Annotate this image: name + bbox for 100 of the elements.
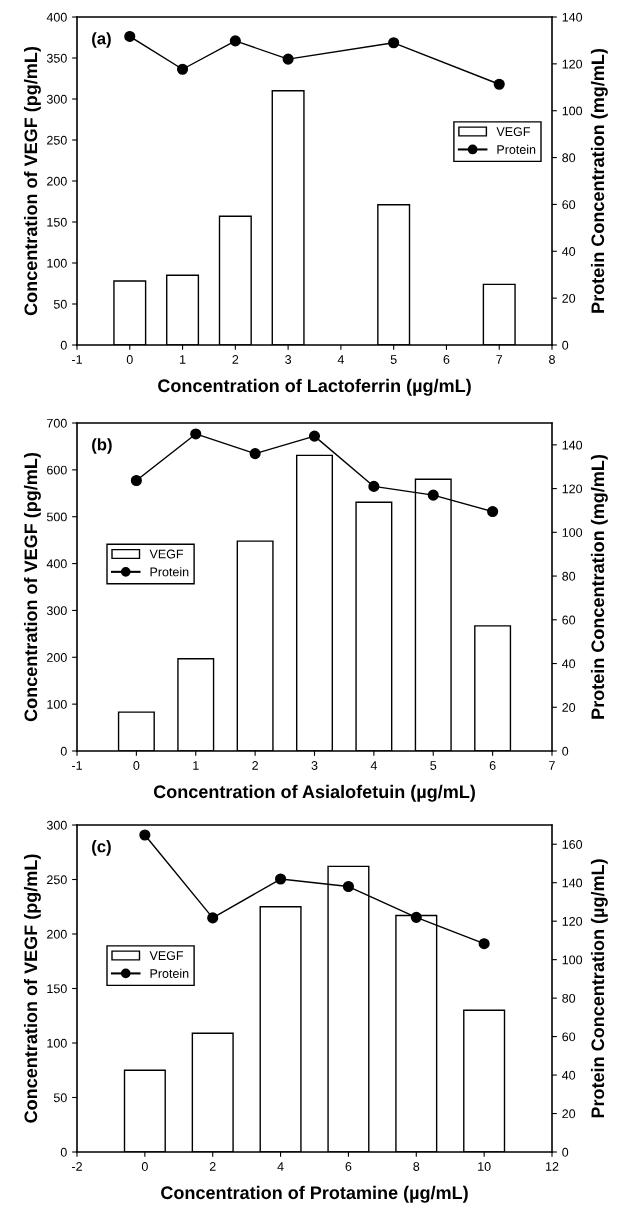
point [130, 474, 142, 487]
y2-tick-label: 160 [562, 840, 583, 849]
point [427, 489, 439, 501]
point [487, 506, 499, 518]
x-axis-title: Concentration of Asialofetuin (µg/mL) [153, 784, 475, 802]
y2-tick-label: 140 [562, 440, 583, 450]
y2-tick-label: 140 [562, 12, 583, 22]
y2-tick-label: 40 [562, 1070, 576, 1080]
y-tick-label: 0 [60, 746, 67, 756]
x-tick-label: 4 [337, 355, 344, 364]
x-tick-label: 4 [277, 1162, 284, 1171]
y-tick-label: 400 [46, 12, 67, 22]
y-tick-label: 200 [47, 929, 67, 939]
y-tick-label: 200 [47, 176, 67, 186]
y-tick-label: 400 [46, 559, 67, 569]
point [493, 78, 505, 90]
y-tick-label: 600 [47, 465, 67, 475]
y2-axis-title: Protein Concentration (mg/mL) [590, 454, 608, 719]
y-tick-label: 100 [47, 1038, 67, 1048]
y-tick-label: 700 [47, 418, 67, 428]
y-tick-label: 250 [47, 135, 67, 145]
y2-tick-label: 60 [562, 615, 576, 625]
y-tick-label: 150 [47, 984, 67, 994]
y2-tick-label: 0 [562, 1147, 569, 1157]
x-tick-label: 6 [489, 761, 496, 770]
annotation: (c) [92, 840, 111, 856]
y-tick-label: 50 [53, 1093, 67, 1103]
y-tick-label: 500 [46, 512, 67, 522]
point [207, 912, 219, 924]
point [478, 938, 490, 950]
x-tick-label: 3 [311, 761, 318, 770]
y2-tick-label: 120 [562, 916, 583, 926]
x-tick-label: 4 [370, 761, 377, 770]
y-tick-label: 200 [47, 653, 67, 662]
y-tick-label: 0 [60, 340, 67, 350]
y-axis-title: Concentration of VEGF (pg/mL) [23, 452, 41, 722]
x-tick-label: 2 [232, 355, 239, 364]
y-tick-label: 300 [46, 820, 67, 830]
y2-tick-label: 140 [562, 878, 583, 888]
legend-label: VEGF [496, 127, 530, 137]
x-tick-label: 3 [285, 355, 292, 364]
y2-tick-label: 80 [562, 153, 576, 163]
point [275, 873, 287, 885]
point [410, 911, 422, 923]
y2-tick-label: 80 [562, 993, 576, 1003]
y2-tick-label: 120 [562, 59, 583, 69]
point [368, 480, 380, 492]
y2-tick-label: 60 [562, 1032, 576, 1042]
point [388, 37, 400, 49]
x-tick-label: -1 [72, 761, 82, 770]
x-tick-label: 1 [180, 355, 186, 364]
y2-tick-label: 0 [562, 340, 569, 350]
y2-tick-label: 20 [562, 293, 576, 303]
x-tick-label: 8 [549, 355, 555, 364]
y-tick-label: 50 [53, 299, 67, 309]
legend-label: VEGF [149, 549, 184, 559]
point [124, 30, 136, 43]
x-tick-label: 1 [193, 761, 199, 770]
point [282, 53, 294, 65]
y-tick-label: 100 [47, 699, 67, 709]
y2-tick-label: 20 [562, 703, 576, 712]
x-tick-label: 5 [390, 355, 397, 364]
x-axis-title: Concentration of Protamine (µg/mL) [161, 1185, 468, 1203]
y2-tick-label: 60 [562, 200, 576, 210]
annotation: (a) [92, 32, 111, 48]
annotation: (b) [92, 438, 112, 454]
legend-label: VEGF [149, 951, 184, 961]
legend-label: Protein [150, 567, 189, 577]
x-tick-label: 12 [546, 1162, 559, 1171]
point [308, 430, 321, 442]
y-tick-label: 250 [47, 875, 67, 885]
x-tick-label: 2 [209, 1162, 216, 1171]
point [190, 428, 202, 440]
x-tick-label: 0 [133, 761, 140, 770]
y-tick-label: 100 [47, 258, 67, 268]
y-tick-label: 350 [46, 53, 67, 63]
y2-axis-title: Protein Concentration (mg/mL) [590, 48, 608, 313]
point [249, 448, 261, 460]
x-axis-title: Concentration of Lactoferrin (µg/mL) [158, 378, 471, 396]
y-tick-label: 0 [60, 1147, 67, 1157]
x-tick-label: 2 [252, 761, 258, 770]
y2-tick-label: 100 [562, 106, 583, 116]
x-tick-label: 7 [549, 761, 555, 770]
point [176, 63, 189, 75]
legend-label: Protein [497, 144, 536, 154]
x-tick-label: 8 [413, 1162, 420, 1171]
x-tick-label: 7 [496, 355, 503, 364]
y2-tick-label: 100 [562, 955, 583, 965]
y-tick-label: 300 [46, 94, 67, 104]
y2-tick-label: 120 [562, 484, 583, 494]
y2-tick-label: 40 [562, 247, 576, 256]
x-tick-label: 6 [443, 355, 450, 364]
y-axis-title: Concentration of VEGF (pg/mL) [23, 854, 41, 1123]
x-tick-label: -1 [72, 355, 82, 364]
point [342, 880, 354, 893]
x-tick-label: 0 [141, 1162, 148, 1171]
y2-tick-label: 40 [562, 659, 576, 669]
point [229, 35, 241, 47]
x-tick-label: -2 [72, 1162, 82, 1171]
y-tick-label: 300 [46, 606, 67, 616]
